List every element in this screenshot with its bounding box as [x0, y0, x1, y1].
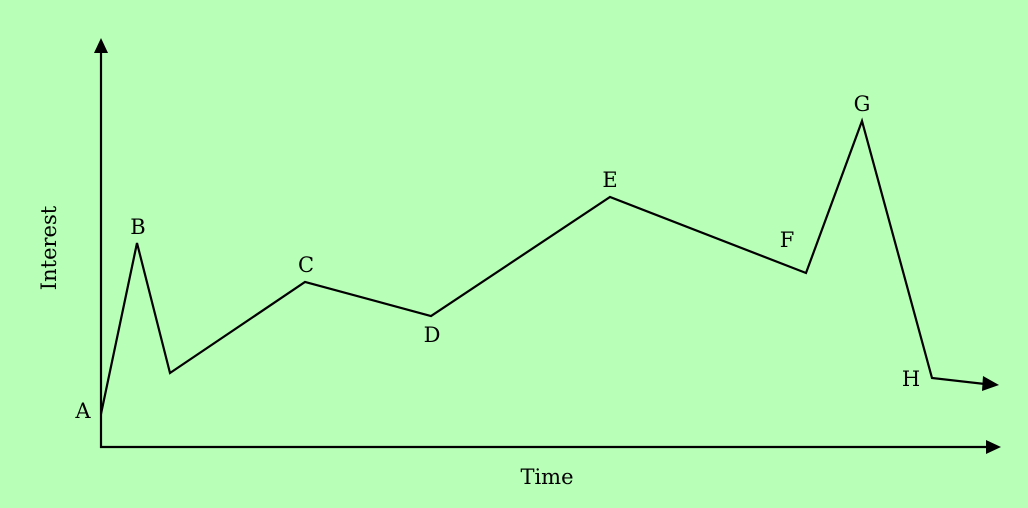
y-axis-arrowhead: [94, 38, 108, 53]
x-axis-label: Time: [520, 465, 573, 489]
interest-curve: [99, 117, 986, 415]
point-label-h: H: [902, 367, 920, 391]
y-axis-label: Interest: [37, 205, 61, 290]
point-label-g: G: [854, 92, 871, 116]
point-label-c: C: [298, 253, 314, 277]
point-label-a: A: [74, 399, 91, 423]
point-label-f: F: [780, 228, 795, 252]
point-label-b: B: [130, 215, 145, 239]
curve-arrowhead: [982, 376, 999, 391]
x-axis-arrowhead: [986, 440, 1001, 454]
point-label-d: D: [424, 323, 441, 347]
point-label-e: E: [602, 168, 617, 192]
